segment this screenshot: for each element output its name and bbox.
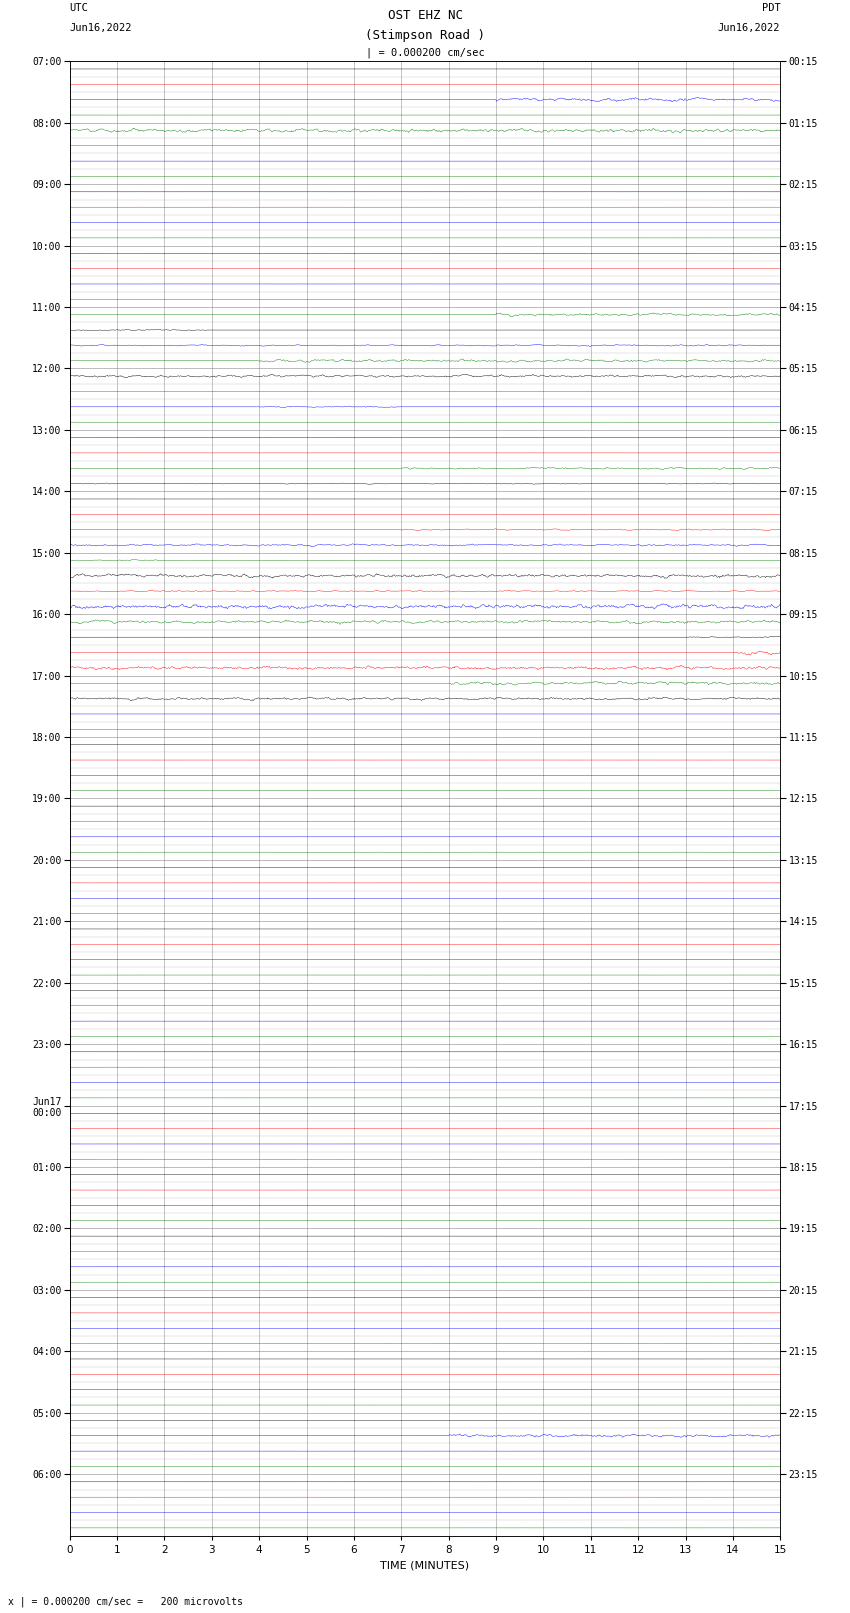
X-axis label: TIME (MINUTES): TIME (MINUTES): [381, 1560, 469, 1569]
Text: | = 0.000200 cm/sec: | = 0.000200 cm/sec: [366, 48, 484, 58]
Text: UTC: UTC: [70, 3, 88, 13]
Text: OST EHZ NC: OST EHZ NC: [388, 10, 462, 23]
Text: PDT: PDT: [762, 3, 780, 13]
Text: Jun16,2022: Jun16,2022: [70, 23, 133, 32]
Text: (Stimpson Road ): (Stimpson Road ): [365, 29, 485, 42]
Text: x | = 0.000200 cm/sec =   200 microvolts: x | = 0.000200 cm/sec = 200 microvolts: [8, 1595, 243, 1607]
Text: Jun16,2022: Jun16,2022: [717, 23, 780, 32]
